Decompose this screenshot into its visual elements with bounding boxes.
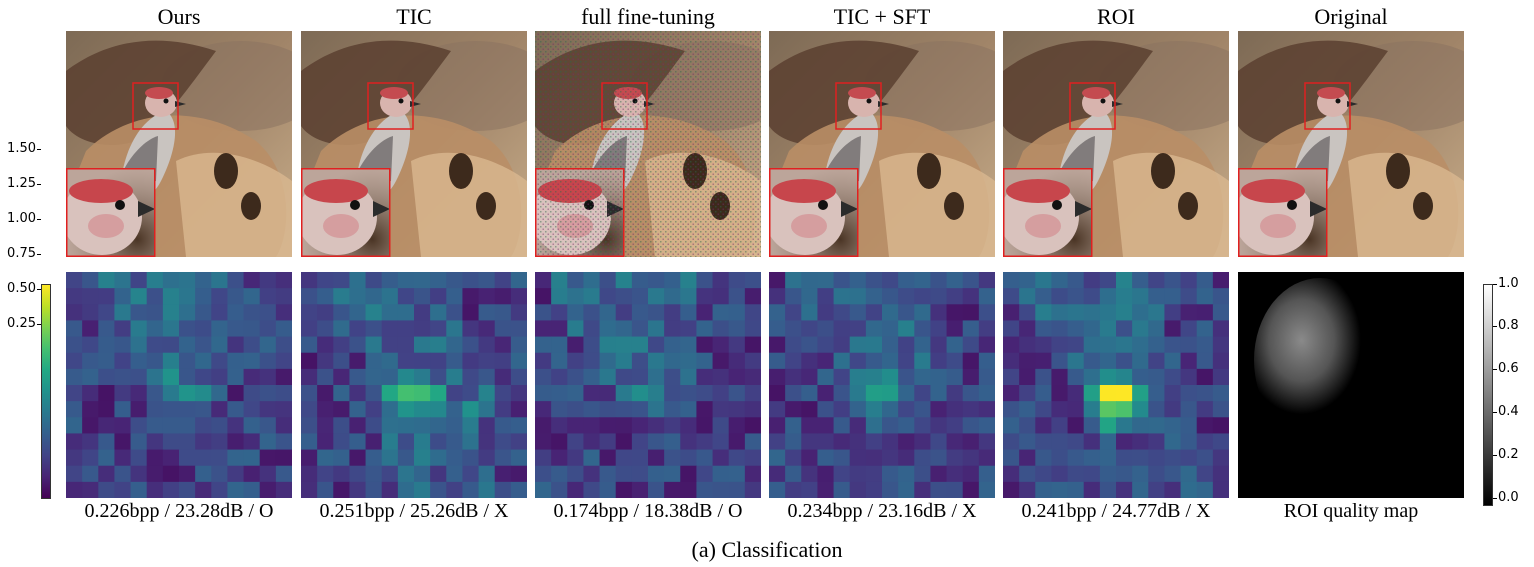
reconstructed-image	[66, 31, 292, 257]
error-colorbar-tick: 1.00	[0, 212, 41, 226]
column-title: full fine-tuning	[581, 4, 715, 29]
roi-colorbar-tick: 1.0	[1493, 277, 1534, 291]
reconstructed-image	[1238, 31, 1464, 257]
error-heatmap	[301, 272, 527, 498]
error-heatmap	[769, 272, 995, 498]
column-title: TIC + SFT	[833, 4, 931, 29]
figure-subcaption: (a) Classification	[691, 537, 843, 562]
column-title: Ours	[157, 4, 201, 29]
error-colorbar-tick: 1.25	[0, 176, 41, 191]
column-caption: 0.234bpp / 23.16dB / X	[787, 500, 977, 522]
roi-colorbar-tick: 0.4	[1493, 405, 1534, 419]
error-colorbar-tick: 0.50	[0, 282, 41, 296]
column-caption: 0.241bpp / 24.77dB / X	[1021, 500, 1211, 522]
error-colorbar-tick: 0.25	[0, 317, 41, 331]
reconstructed-image	[535, 31, 761, 257]
error-heatmap	[66, 272, 292, 498]
error-heatmap	[1003, 272, 1229, 498]
reconstructed-image	[1003, 31, 1229, 257]
column-title: Original	[1314, 4, 1388, 29]
column-caption: ROI quality map	[1283, 500, 1419, 522]
error-colorbar-tick: 0.75	[0, 247, 41, 261]
column-caption: 0.226bpp / 23.28dB / O	[84, 500, 274, 522]
roi-quality-map	[1238, 272, 1464, 498]
roi-colorbar-tick: 0.2	[1493, 448, 1534, 462]
column-caption: 0.251bpp / 25.26dB / X	[319, 500, 509, 522]
column-title: ROI	[1097, 4, 1135, 29]
reconstructed-image	[769, 31, 995, 257]
column-title: TIC	[396, 4, 432, 29]
error-heatmap	[535, 272, 761, 498]
error-colorbar	[41, 284, 51, 499]
error-colorbar-tick: 1.50	[0, 141, 41, 156]
roi-colorbar	[1483, 284, 1493, 506]
roi-colorbar-tick: 0.6	[1493, 362, 1534, 376]
column-caption: 0.174bpp / 18.38dB / O	[553, 500, 743, 522]
roi-colorbar-tick: 0.0	[1493, 491, 1534, 505]
roi-colorbar-tick: 0.8	[1493, 319, 1534, 333]
reconstructed-image	[301, 31, 527, 257]
